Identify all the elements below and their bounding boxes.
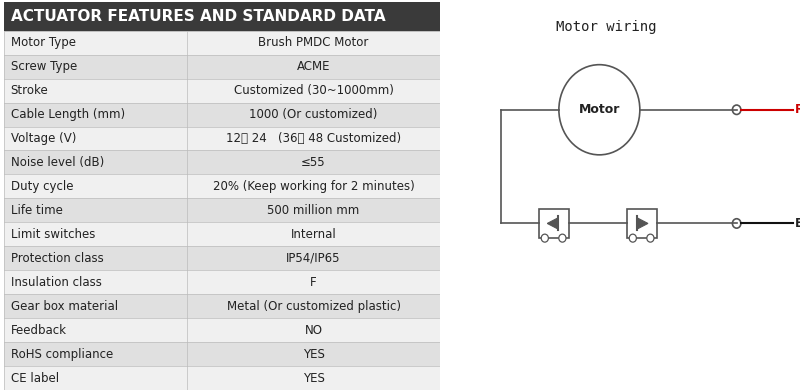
Text: RoHS compliance: RoHS compliance	[10, 348, 113, 361]
Bar	[4, 127, 440, 151]
Text: IP54/IP65: IP54/IP65	[286, 252, 341, 265]
Text: 500 million mm: 500 million mm	[267, 204, 360, 217]
Circle shape	[647, 234, 654, 242]
Bar	[4, 103, 440, 127]
Bar	[538, 209, 569, 238]
Circle shape	[542, 234, 548, 242]
Bar	[4, 78, 440, 103]
Circle shape	[733, 105, 741, 114]
Bar	[626, 209, 657, 238]
Bar	[4, 174, 440, 198]
Text: Protection class: Protection class	[10, 252, 103, 265]
Bar	[4, 246, 440, 270]
Text: Motor wiring: Motor wiring	[556, 20, 657, 34]
Text: RED: RED	[794, 103, 800, 116]
Text: ACME: ACME	[297, 60, 330, 73]
Circle shape	[733, 219, 741, 228]
Bar	[4, 54, 440, 78]
Text: ACTUATOR FEATURES AND STANDARD DATA: ACTUATOR FEATURES AND STANDARD DATA	[10, 9, 385, 24]
Bar	[4, 366, 440, 390]
Text: Noise level (dB): Noise level (dB)	[10, 156, 104, 169]
Text: ≤55: ≤55	[302, 156, 326, 169]
Text: Brush PMDC Motor: Brush PMDC Motor	[258, 36, 369, 49]
Bar	[4, 318, 440, 342]
Text: 12、 24   (36、 48 Customized): 12、 24 (36、 48 Customized)	[226, 132, 401, 145]
Text: Life time: Life time	[10, 204, 62, 217]
Text: Limit switches: Limit switches	[10, 228, 95, 241]
Text: Screw Type: Screw Type	[10, 60, 77, 73]
Bar	[4, 198, 440, 222]
Bar	[4, 222, 440, 246]
Text: CE label: CE label	[10, 372, 58, 385]
Polygon shape	[547, 218, 558, 229]
Text: Motor Type: Motor Type	[10, 36, 75, 49]
Text: NO: NO	[305, 324, 322, 337]
Circle shape	[559, 65, 640, 155]
Text: Gear box material: Gear box material	[10, 300, 118, 313]
Text: Feedback: Feedback	[10, 324, 66, 337]
Text: YES: YES	[302, 348, 325, 361]
Text: BLACK: BLACK	[794, 217, 800, 230]
Bar	[4, 342, 440, 366]
Bar	[4, 151, 440, 174]
Polygon shape	[638, 218, 648, 229]
Text: YES: YES	[302, 372, 325, 385]
Text: F: F	[310, 276, 317, 289]
Bar	[4, 270, 440, 294]
Text: Internal: Internal	[290, 228, 337, 241]
Text: Duty cycle: Duty cycle	[10, 180, 73, 193]
Text: 20% (Keep working for 2 minutes): 20% (Keep working for 2 minutes)	[213, 180, 414, 193]
Text: Insulation class: Insulation class	[10, 276, 102, 289]
Bar	[4, 2, 440, 31]
Text: Motor: Motor	[578, 103, 620, 116]
Text: Stroke: Stroke	[10, 84, 48, 97]
Text: Voltage (V): Voltage (V)	[10, 132, 76, 145]
Circle shape	[559, 234, 566, 242]
Text: 1000 (Or customized): 1000 (Or customized)	[250, 108, 378, 121]
Text: Customized (30~1000mm): Customized (30~1000mm)	[234, 84, 394, 97]
Bar	[4, 31, 440, 54]
Text: Cable Length (mm): Cable Length (mm)	[10, 108, 125, 121]
Bar	[4, 294, 440, 318]
Text: Metal (Or customized plastic): Metal (Or customized plastic)	[226, 300, 401, 313]
Circle shape	[630, 234, 636, 242]
